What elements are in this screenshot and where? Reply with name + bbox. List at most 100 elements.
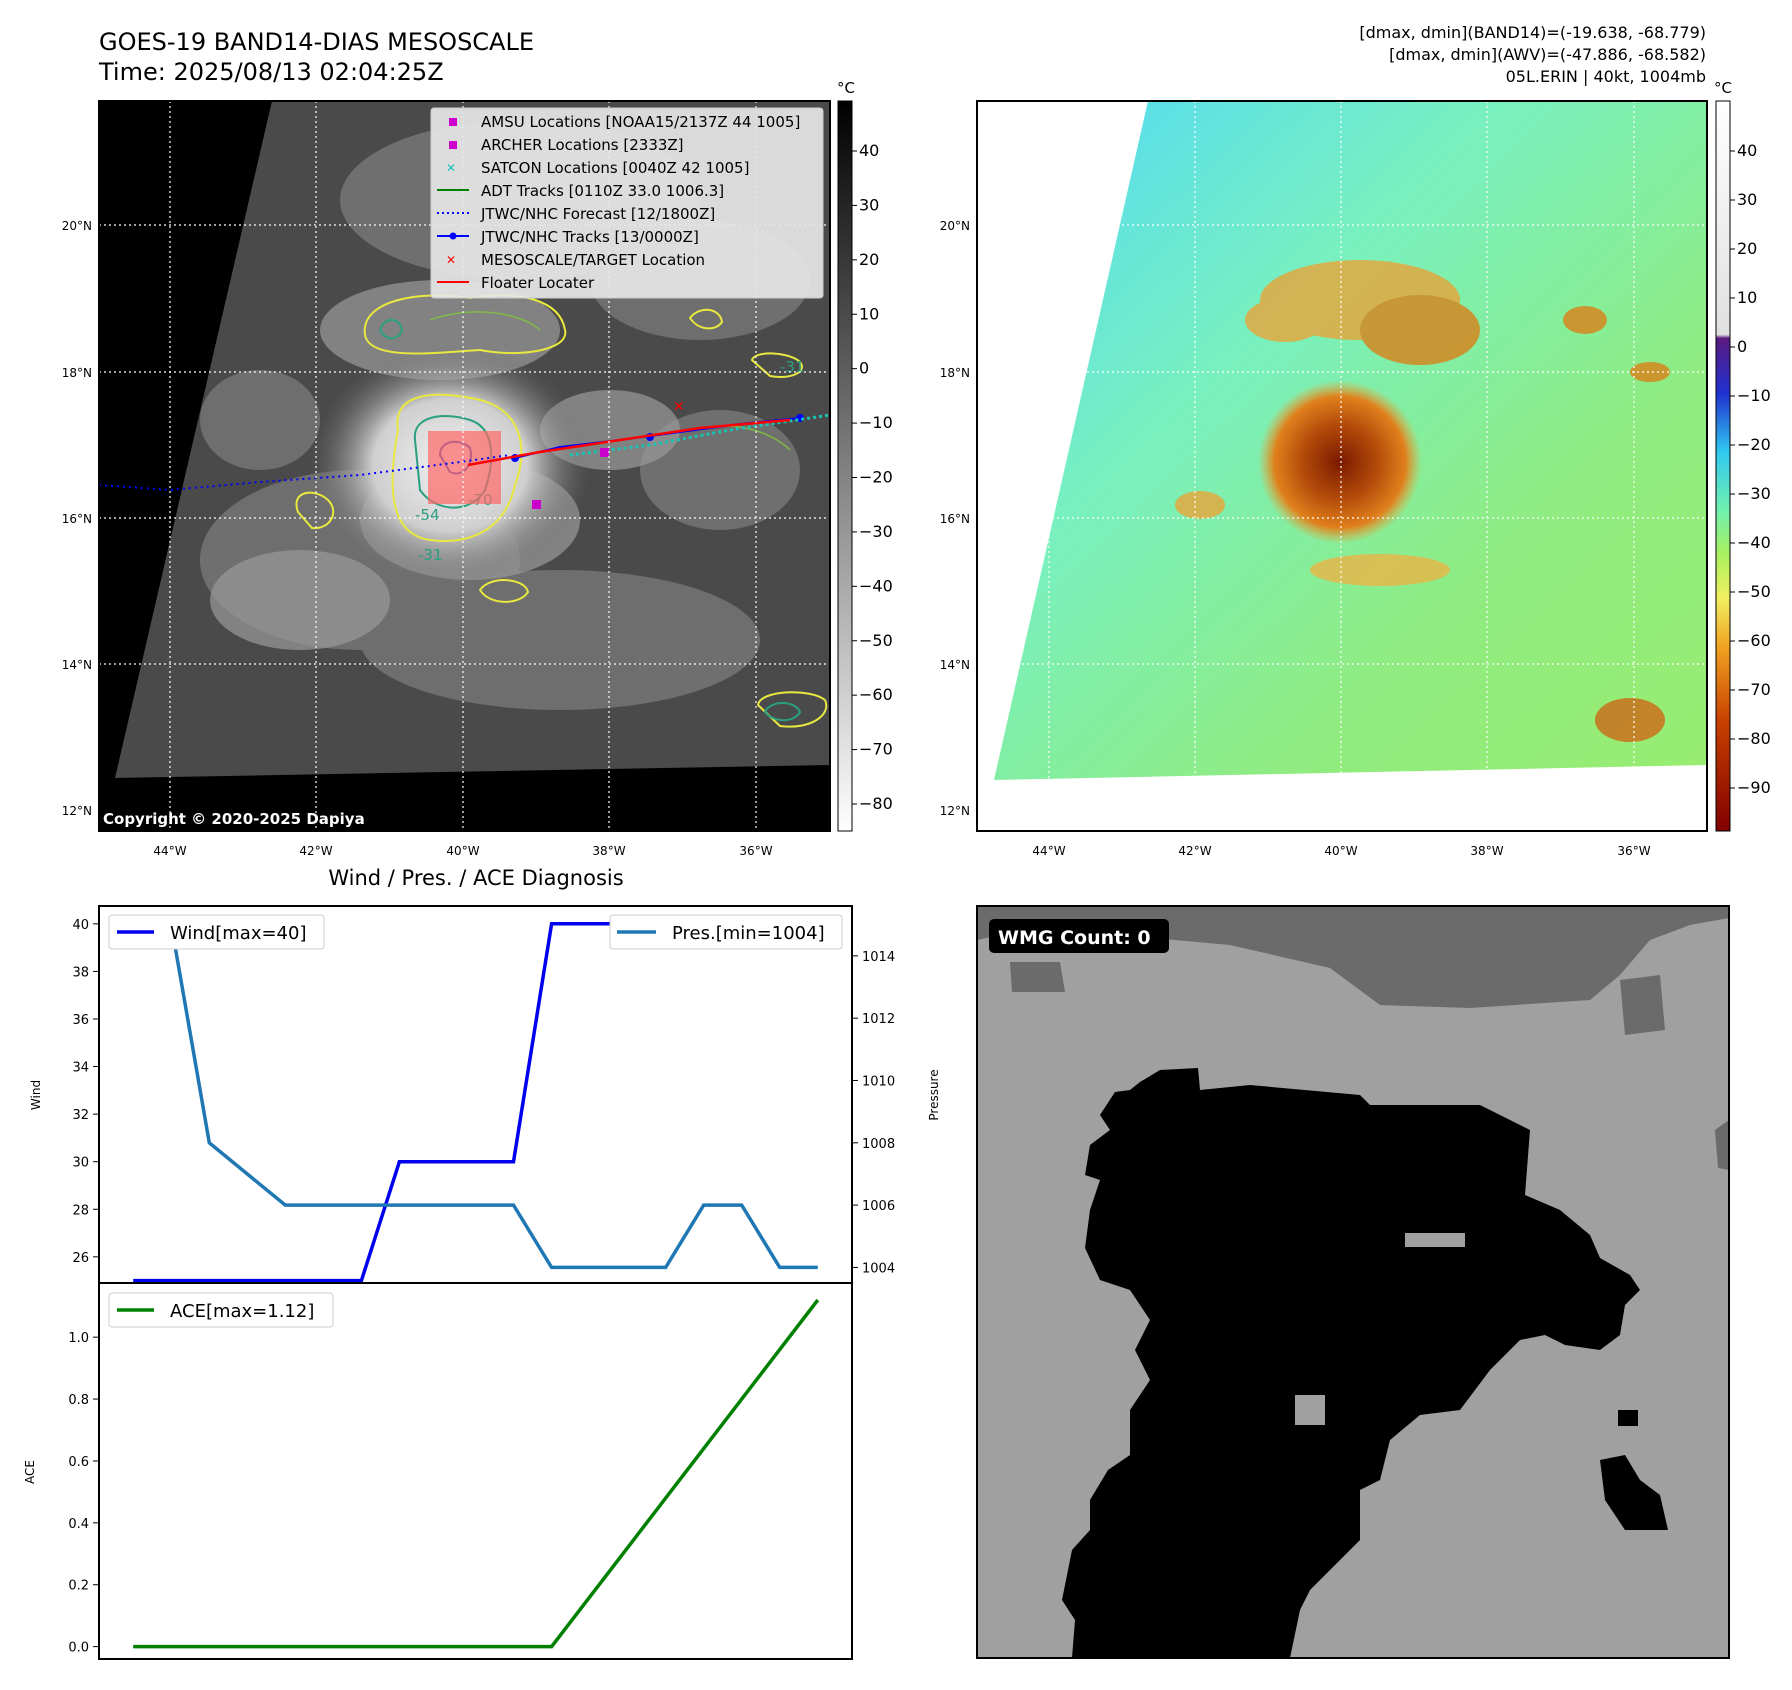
cbar2-tick-label: 0 [1737,337,1747,356]
cbar1-tick-label: −30 [859,522,893,541]
cbar2-tick-label: −30 [1737,484,1771,503]
lat-tick: 14°N [940,658,970,672]
legend-label-amsu: AMSU Locations [NOAA15/2137Z 44 1005] [481,113,800,131]
pressure-tick-label: 1006 [862,1199,895,1214]
pressure-series-line [133,922,818,1270]
ir-colorbar: °C 40 30 20 10 0 −10 −20 −30 −40 −50 −60 −70 −80 [837,79,893,832]
legend-label-archer: ARCHER Locations [2333Z] [481,136,684,154]
copyright-text: Copyright © 2020-2025 Dapiya [103,810,365,828]
target-marker: ✕ [673,399,685,415]
lat-tick: 14°N [62,658,92,672]
storm-info: 05L.ERIN | 40kt, 1004mb [1506,67,1706,86]
cbar1-tick-label: −60 [859,685,893,704]
pressure-axis-label: Pressure [927,1069,941,1120]
forecast-track [99,454,511,492]
wind-tick-label: 36 [72,1013,89,1028]
cbar1-tick-label: −20 [859,468,893,487]
legend-label-target: MESOSCALE/TARGET Location [481,251,705,269]
magenta-square-icon [449,118,457,126]
wind-legend: Wind[max=40] [108,914,325,950]
pressure-tick-label: 1012 [862,1012,895,1027]
cbar2-tick-label: −10 [1737,386,1771,405]
lon-tick: 36°W [1617,844,1650,858]
main-title: GOES-19 BAND14-DIAS MESOSCALE [99,28,534,56]
wind-tick-label: 40 [72,918,89,933]
legend-label-jtwc: JTWC/NHC Tracks [13/0000Z] [480,228,699,246]
wind-pressure-chart: 26 28 30 32 34 36 38 40 1004 1006 1008 1010 1012 101… [29,905,941,1284]
cbar2-tick-label: 10 [1737,288,1757,307]
ace-tick-label: 0.6 [68,1455,89,1470]
cbar1-tick-label: −40 [859,576,893,595]
lat-tick: 20°N [940,219,970,233]
awv-map-panel: 20°N 18°N 16°N 14°N 12°N 44°W 42°W 40°W … [940,100,1708,858]
contour-label-2: -31 [418,546,443,564]
wmg-count-label: WMG Count: 0 [998,927,1151,949]
lon-tick: 38°W [592,844,625,858]
cbar1-tick-label: 10 [859,304,879,323]
ace-legend: ACE[max=1.12] [108,1292,334,1328]
lon-tick: 40°W [446,844,479,858]
lat-tick: 18°N [62,366,92,380]
cbar2-tick-label: −40 [1737,533,1771,552]
stats-awv: [dmax, dmin](AWV)=(-47.886, -68.582) [1389,45,1706,64]
lat-tick: 16°N [940,512,970,526]
lon-tick: 42°W [1178,844,1211,858]
cbar2-tick-label: 40 [1737,141,1757,160]
legend-label-satcon: SATCON Locations [0040Z 42 1005] [481,159,749,177]
satcon-track [569,413,830,457]
ir-map-panel: -54 -31 -70 -31 ✕ [62,100,831,858]
cbar1-tick-label: −10 [859,413,893,432]
ace-tick-label: 0.0 [68,1641,89,1656]
cbar2-tick-label: 20 [1737,239,1757,258]
wind-tick-label: 28 [72,1203,89,1218]
cyan-x-icon: ✕ [446,161,456,175]
lon-tick: 40°W [1324,844,1357,858]
cbar2-tick-label: −60 [1737,631,1771,650]
floater-track [467,418,791,467]
cbar1-tick-label: 0 [859,359,869,378]
cbar1-tick-label: −80 [859,794,893,813]
wind-tick-label: 30 [72,1156,89,1171]
lon-tick: 42°W [299,844,332,858]
awv-colorbar: °C 40 30 20 10 0 −10 −20 −30 −40 −50 −60 −70 −80 −90 [1714,79,1771,832]
lat-tick: 20°N [62,219,92,233]
cbar2-tick-label: 30 [1737,190,1757,209]
lat-tick: 16°N [62,512,92,526]
ace-tick-label: 1.0 [68,1331,89,1346]
wmg-count-badge [989,919,1169,953]
lon-tick: 38°W [1470,844,1503,858]
ace-tick-label: 0.8 [68,1393,89,1408]
amsu-marker [600,448,609,457]
cbar1-tick-label: −70 [859,740,893,759]
magenta-square-icon [449,141,457,149]
ace-legend-label: ACE[max=1.12] [170,1301,314,1322]
legend-label-forecast: JTWC/NHC Forecast [12/1800Z] [480,205,715,223]
ace-series-line [133,1298,820,1649]
cbar2-tick-label: −90 [1737,778,1771,797]
wmg-panel: WMG Count: 0 [976,905,1730,1659]
ace-axis-label: ACE [23,1460,37,1484]
cbar2-tick-label: −70 [1737,680,1771,699]
cbar1-tick-label: 20 [859,250,879,269]
lon-tick: 44°W [1032,844,1065,858]
pressure-legend: Pres.[min=1004] [609,914,843,950]
stats-band14: [dmax, dmin](BAND14)=(-19.638, -68.779) [1359,23,1706,42]
time-title: Time: 2025/08/13 02:04:25Z [98,58,444,86]
cbar1-tick-label: 30 [859,195,879,214]
ace-tick-label: 0.2 [68,1579,89,1594]
legend-label-adt: ADT Tracks [0110Z 33.0 1006.3] [481,182,724,200]
ace-tick-label: 0.4 [68,1517,89,1532]
wind-tick-label: 38 [72,965,89,980]
lat-tick: 12°N [940,804,970,818]
pressure-tick-label: 1004 [862,1261,895,1276]
ace-chart: 0.0 0.2 0.4 0.6 0.8 1.0 ACE ACE[max=1.12] [23,1282,853,1660]
lon-tick: 44°W [153,844,186,858]
contour-label-4: -31 [780,358,805,376]
cbar2-unit: °C [1714,79,1732,97]
cbar2-tick-label: −20 [1737,435,1771,454]
lat-tick: 12°N [62,804,92,818]
cbar1-tick-label: −50 [859,631,893,650]
cbar1-tick-label: 40 [859,141,879,160]
legend-label-floater: Floater Locater [481,274,595,292]
